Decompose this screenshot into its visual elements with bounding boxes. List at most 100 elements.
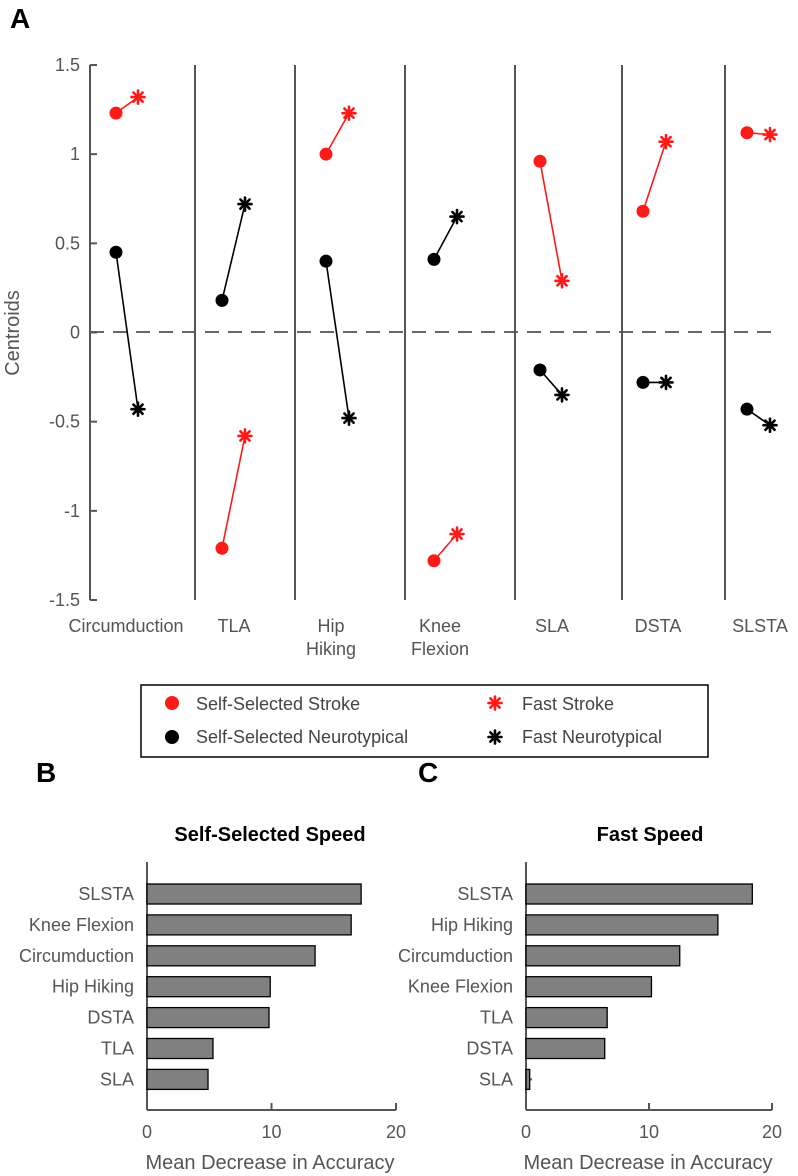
panel-c-xlabel: Mean Decrease in Accuracy xyxy=(523,1152,772,1174)
c-category-label: Circumduction xyxy=(398,946,513,966)
a-category-label: Hip xyxy=(317,616,344,636)
a-connector-neuro xyxy=(433,216,458,260)
a-ytick-label: 0 xyxy=(70,323,80,343)
a-point-fast-neuro xyxy=(658,374,674,391)
a-point-fast-neuro xyxy=(762,417,778,434)
b-bar xyxy=(146,945,316,967)
c-category-label: Knee Flexion xyxy=(408,977,513,997)
c-category-label: SLA xyxy=(479,1069,513,1089)
a-point-self-stroke xyxy=(319,147,333,161)
b-category-label: Hip Hiking xyxy=(52,977,134,997)
a-connector-neuro xyxy=(325,261,350,419)
a-ytick-label: -1.5 xyxy=(49,590,80,610)
a-connector-stroke xyxy=(539,161,563,281)
c-xtick-label: 0 xyxy=(521,1122,531,1142)
a-point-self-stroke xyxy=(533,154,547,168)
a-category-label: Knee xyxy=(419,616,461,636)
b-category-label: DSTA xyxy=(87,1008,134,1028)
a-point-fast-neuro xyxy=(341,410,357,426)
b-bar xyxy=(146,883,362,905)
a-point-fast-stroke xyxy=(449,526,465,542)
a-ytick-label: -1 xyxy=(64,501,80,521)
a-group-sla xyxy=(533,154,570,403)
b-xtick-label: 10 xyxy=(261,1122,281,1142)
a-group-slsta xyxy=(740,126,778,434)
a-point-fast-stroke xyxy=(762,126,778,143)
panel-c-title: Fast Speed xyxy=(597,824,704,846)
a-connector-stroke xyxy=(325,112,350,155)
a-point-self-neuro xyxy=(319,254,333,268)
a-connector-stroke xyxy=(221,435,246,549)
a-point-fast-stroke xyxy=(554,272,570,289)
legend-marker-self-stroke xyxy=(165,696,179,710)
a-point-fast-neuro xyxy=(554,387,570,403)
a-category-label: Flexion xyxy=(411,639,469,659)
a-ytick-label: 0.5 xyxy=(55,233,80,253)
a-category-label: DSTA xyxy=(635,616,682,636)
a-point-self-neuro xyxy=(215,293,229,307)
a-point-self-neuro xyxy=(427,252,441,266)
a-category-label: Hiking xyxy=(306,639,356,659)
a-connector-neuro xyxy=(221,203,246,301)
a-point-fast-stroke xyxy=(341,105,357,121)
a-group-circumduction xyxy=(109,89,146,417)
panel-a-axes xyxy=(89,64,726,601)
c-category-label: Hip Hiking xyxy=(431,915,513,935)
c-bar xyxy=(525,883,753,905)
a-group-dsta xyxy=(636,133,674,391)
c-category-label: TLA xyxy=(480,1008,513,1028)
legend-fast-stroke: Fast Stroke xyxy=(522,694,614,714)
b-bar xyxy=(146,1068,209,1091)
panel-c-plot: 0 10 20 SLSTA Hip Hiking Circumduction Knee Fl… xyxy=(398,862,782,1142)
panel-a-letter: A xyxy=(10,3,30,34)
c-bar xyxy=(525,976,653,998)
b-bar xyxy=(146,914,352,936)
legend-marker-fast-stroke-icon xyxy=(487,695,503,711)
panel-b-plot: 0 10 20 SLSTA Knee Flexion Circumduction Hip H… xyxy=(19,862,406,1142)
a-point-self-stroke xyxy=(427,554,441,568)
b-xtick-label: 0 xyxy=(142,1122,152,1142)
a-point-fast-stroke xyxy=(658,133,674,150)
legend-box xyxy=(140,684,709,758)
a-point-self-stroke xyxy=(215,541,229,555)
panel-a-ylabel: Centroids xyxy=(2,290,24,376)
a-point-fast-stroke xyxy=(130,89,146,105)
a-category-label: SLA xyxy=(535,616,569,636)
c-bar xyxy=(525,914,719,936)
b-bar xyxy=(146,1006,270,1029)
b-bar xyxy=(146,1037,214,1060)
c-category-label: DSTA xyxy=(466,1039,513,1059)
c-category-label: SLSTA xyxy=(457,884,513,904)
panel-c-letter: C xyxy=(418,757,438,788)
a-point-fast-stroke xyxy=(237,428,253,444)
panel-a-yticks: -1.5 -1 -0.5 0 0.5 1 1.5 xyxy=(49,55,80,610)
a-point-self-stroke xyxy=(740,126,754,140)
a-ytick-label: 1 xyxy=(70,144,80,164)
a-point-fast-neuro xyxy=(237,196,253,212)
legend: Self-Selected Stroke Fast Stroke Self-Se… xyxy=(140,684,709,758)
a-group-tla xyxy=(215,196,253,555)
a-point-self-stroke xyxy=(109,106,123,120)
legend-star-stroke xyxy=(487,695,503,711)
b-category-label: SLA xyxy=(100,1069,134,1089)
a-category-label: TLA xyxy=(217,616,250,636)
c-xtick-label: 20 xyxy=(762,1122,782,1142)
panel-b-title: Self-Selected Speed xyxy=(174,824,365,846)
c-bar xyxy=(525,1006,608,1029)
legend-self-neuro: Self-Selected Neurotypical xyxy=(196,727,408,747)
c-bar xyxy=(525,1068,531,1091)
panel-b-letter: B xyxy=(36,757,56,788)
legend-star-neuro xyxy=(487,729,503,745)
legend-self-stroke: Self-Selected Stroke xyxy=(196,694,360,714)
c-bar xyxy=(525,945,681,967)
panel-b-xlabel: Mean Decrease in Accuracy xyxy=(145,1152,394,1174)
panel-c: C Fast Speed 0 10 20 SLSTA Hip Hiking Circumd… xyxy=(398,757,782,1174)
b-xtick-label: 20 xyxy=(386,1122,406,1142)
a-connector-neuro xyxy=(115,252,139,410)
a-group-hip-hiking xyxy=(319,105,357,426)
a-ytick-label: -0.5 xyxy=(49,412,80,432)
a-group-knee-flexion xyxy=(427,208,465,568)
a-category-label: SLSTA xyxy=(732,616,788,636)
a-connector-stroke xyxy=(642,141,667,212)
a-point-self-neuro xyxy=(533,363,547,377)
